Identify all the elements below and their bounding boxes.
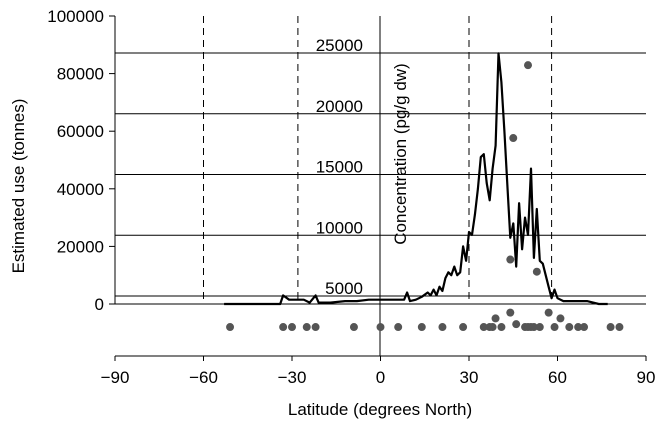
series [224,52,624,332]
concentration-point [565,323,574,332]
x-tick-label: 60 [548,368,567,387]
x-tick-label: −60 [189,368,218,387]
concentration-point [512,320,521,329]
concentration-point [550,323,559,332]
estimated-use-line [224,52,608,306]
concentration-point [417,323,426,332]
y2-tick-label: 10000 [316,218,363,237]
y-tick-label: 60000 [57,122,104,141]
y-tick-label: 0 [95,295,104,314]
concentration-point [606,323,615,332]
concentration-point [509,134,518,143]
y-tick-label: 20000 [57,237,104,256]
y2-tick-label: 5000 [325,279,363,298]
y-tick-label: 40000 [57,180,104,199]
x-tick-label: 0 [376,368,385,387]
y-axis-title: Estimated use (tonnes) [9,99,28,274]
concentration-point [535,323,544,332]
concentration-point [394,323,403,332]
concentration-point [438,323,447,332]
concentration-point [459,323,468,332]
concentration-point [497,323,506,332]
x-tick-label: −90 [101,368,130,387]
concentration-point [488,323,497,332]
concentration-point [506,308,515,317]
plot-area [114,16,646,357]
x-axis-ticks: −90 −60 −30 0 30 60 90 [101,356,655,387]
concentration-point [311,323,320,332]
x-axis-title: Latitude (degrees North) [288,400,472,419]
y-axis-ticks: 0 20000 40000 60000 80000 100000 [47,7,115,314]
concentration-point [506,255,515,264]
concentration-point [302,323,311,332]
concentration-point [279,323,288,332]
concentration-point [532,267,541,276]
concentration-point [349,323,358,332]
x-tick-label: 30 [460,368,479,387]
y-tick-label: 80000 [57,65,104,84]
y2-axis-ticks: 5000 10000 15000 20000 25000 [316,36,363,298]
y2-tick-label: 20000 [316,97,363,116]
concentration-point [574,323,583,332]
concentration-point [524,61,532,70]
y2-tick-label: 15000 [316,158,363,177]
reference-lines [203,16,553,304]
y-tick-label: 100000 [47,7,104,26]
concentration-point [491,314,500,323]
concentration-point [376,323,385,332]
concentration-point [544,308,553,317]
concentration-point [615,323,624,332]
concentration-point [556,314,565,323]
concentration-point [226,323,235,332]
x-tick-label: 90 [637,368,655,387]
concentration-point [288,323,296,332]
x-tick-label: −30 [278,368,307,387]
concentration-point [479,323,488,332]
y2-tick-label: 25000 [316,36,363,55]
y2-axis-title: Concentration (pg/g dw) [391,63,410,244]
concentration-point [580,323,589,332]
concentration-point [529,323,538,332]
